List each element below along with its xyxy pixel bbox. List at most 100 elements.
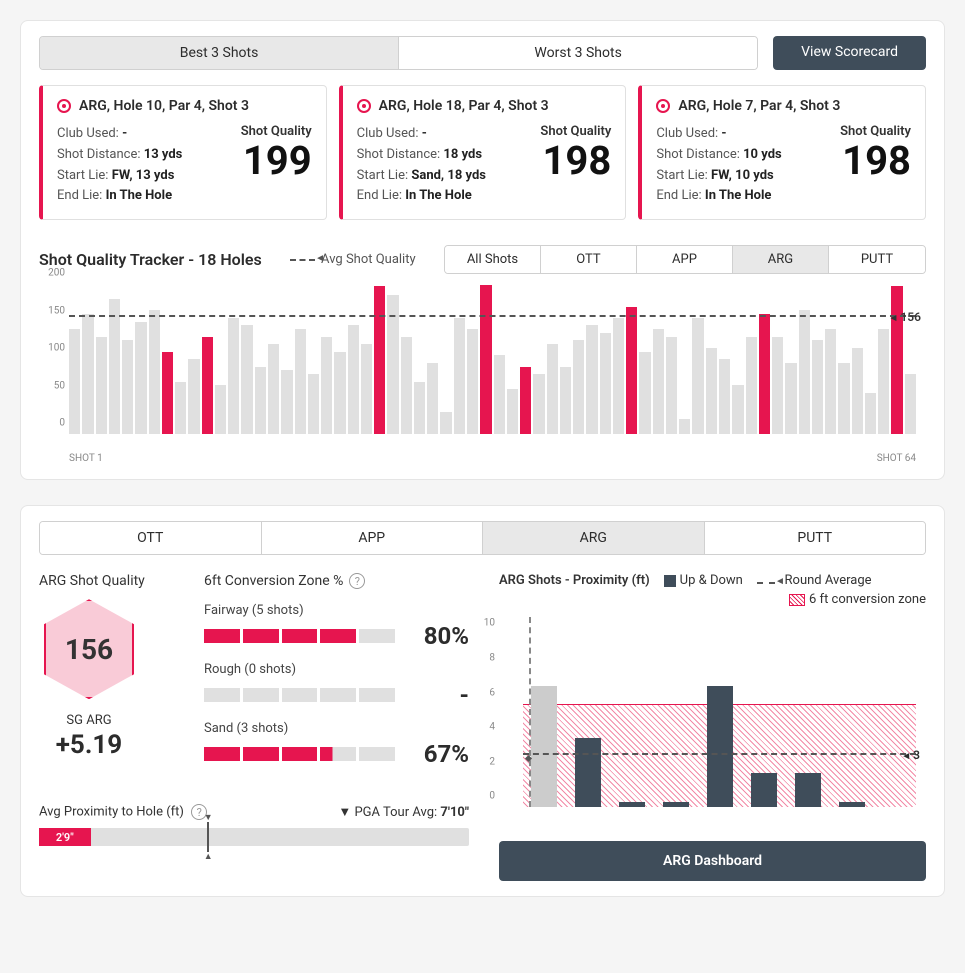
- filter-tab-app[interactable]: APP: [637, 246, 733, 273]
- chart-bar: [188, 359, 199, 434]
- conversion-column: 6ft Conversion Zone % ? Fairway (5 shots…: [204, 573, 469, 780]
- chart-bar: [507, 389, 518, 434]
- chart-bar: [414, 382, 425, 435]
- bottom-card: OTTAPPARGPUTT ARG Shot Quality 156 SG AR…: [20, 505, 945, 897]
- proxy-bars-area: 3: [523, 617, 916, 807]
- shot-title: ARG, Hole 18, Par 4, Shot 3: [379, 98, 549, 114]
- target-icon: [357, 99, 371, 113]
- shot-quality: Shot Quality 198: [840, 124, 911, 207]
- chart-bar: [401, 337, 412, 435]
- bottom-tabs: OTTAPPARGPUTT: [39, 521, 926, 555]
- proxy-bar: [839, 802, 865, 807]
- chart-bar: [427, 363, 438, 434]
- filter-tab-arg[interactable]: ARG: [733, 246, 829, 273]
- proxy-bar: [531, 686, 557, 807]
- bottom-tab-putt[interactable]: PUTT: [705, 522, 926, 554]
- conv-pct: 67%: [409, 740, 469, 768]
- conv-row: Rough (0 shots) -: [204, 662, 469, 709]
- conv-pct: -: [409, 681, 469, 709]
- view-scorecard-button[interactable]: View Scorecard: [773, 36, 926, 70]
- left-diamond-line: [529, 617, 531, 807]
- tour-marker-icon: [207, 822, 209, 852]
- chart-bar: [533, 374, 544, 434]
- bottom-tab-arg[interactable]: ARG: [483, 522, 705, 554]
- avg-line: 156: [69, 315, 916, 317]
- proximity-section: Avg Proximity to Hole (ft) ? ▼ PGA Tour …: [39, 804, 469, 846]
- hex-badge: 156 SG ARG +5.19: [39, 599, 139, 760]
- sg-value: +5.19: [39, 730, 139, 760]
- filter-tab-putt[interactable]: PUTT: [829, 246, 925, 273]
- target-icon: [57, 99, 71, 113]
- chart-bar: [759, 314, 770, 434]
- help-icon[interactable]: ?: [349, 573, 365, 589]
- proximity-bar: 2'9": [39, 828, 469, 846]
- proxy-avg-label: 3: [901, 748, 920, 762]
- chart-bar: [852, 348, 863, 434]
- chart-bar: [639, 352, 650, 435]
- conv-row: Fairway (5 shots) 80%: [204, 603, 469, 650]
- shot-card-2: ARG, Hole 7, Par 4, Shot 3 Club Used: - …: [638, 85, 926, 220]
- chart-bar: [746, 337, 757, 435]
- shot-quality: Shot Quality 198: [540, 124, 611, 207]
- chart-bar: [334, 352, 345, 435]
- chart-bar: [308, 374, 319, 434]
- chart-bar: [573, 340, 584, 434]
- chart-bar: [281, 370, 292, 434]
- chart-bar: [799, 310, 810, 434]
- shot-title: ARG, Hole 10, Par 4, Shot 3: [79, 98, 249, 114]
- shots-tab-0[interactable]: Best 3 Shots: [40, 37, 399, 69]
- x-axis-labels: SHOT 1 SHOT 64: [69, 453, 916, 464]
- chart-bar: [321, 337, 332, 435]
- shots-tab-1[interactable]: Worst 3 Shots: [399, 37, 757, 69]
- bottom-tab-ott[interactable]: OTT: [40, 522, 262, 554]
- chart-bar: [162, 352, 173, 435]
- conv-title: 6ft Conversion Zone % ?: [204, 573, 469, 589]
- segment-bar: [204, 747, 395, 761]
- chart-bar: [865, 393, 876, 434]
- shot-details: Club Used: - Shot Distance: 10 yds Start…: [656, 124, 781, 207]
- hex-value: 156: [65, 633, 113, 666]
- shot-card-0: ARG, Hole 10, Par 4, Shot 3 Club Used: -…: [39, 85, 327, 220]
- chart-bar: [348, 325, 359, 434]
- chart-bar: [825, 329, 836, 434]
- filter-tab-all-shots[interactable]: All Shots: [445, 246, 541, 273]
- chart-bar: [374, 286, 385, 435]
- right-header-2: 6 ft conversion zone: [499, 592, 926, 607]
- shot-quality: Shot Quality 199: [241, 124, 312, 207]
- shot-card-1: ARG, Hole 18, Par 4, Shot 3 Club Used: -…: [339, 85, 627, 220]
- segment-bar: [204, 688, 395, 702]
- proxy-bar: [663, 802, 689, 807]
- chart-bars: [69, 284, 916, 434]
- chart-bar: [202, 337, 213, 435]
- proxy-chart-title: ARG Shots - Proximity (ft): [499, 573, 650, 588]
- prox-title: Avg Proximity to Hole (ft) ?: [39, 804, 207, 820]
- tracker-header: Shot Quality Tracker - 18 Holes Avg Shot…: [39, 245, 926, 274]
- arg-quality-title: ARG Shot Quality: [39, 573, 184, 589]
- top-controls: Best 3 ShotsWorst 3 Shots View Scorecard: [39, 36, 926, 70]
- prox-fill: 2'9": [39, 828, 91, 846]
- left-column: ARG Shot Quality 156 SG ARG +5.19 6ft Co…: [39, 573, 469, 881]
- proximity-chart: 0246810 3: [499, 617, 926, 827]
- shot-cards: ARG, Hole 10, Par 4, Shot 3 Club Used: -…: [39, 85, 926, 220]
- tour-avg: ▼ PGA Tour Avg: 7'10": [338, 804, 469, 820]
- square-icon: [664, 575, 676, 587]
- chart-bar: [653, 329, 664, 434]
- chart-bar: [547, 344, 558, 434]
- conv-row: Sand (3 shots) 67%: [204, 721, 469, 768]
- shot-title: ARG, Hole 7, Par 4, Shot 3: [678, 98, 840, 114]
- avg-legend-label: Avg Shot Quality: [321, 252, 416, 267]
- filter-tab-ott[interactable]: OTT: [541, 246, 637, 273]
- bottom-tab-app[interactable]: APP: [262, 522, 484, 554]
- chart-bar: [228, 318, 239, 434]
- chart-bar: [122, 340, 133, 434]
- chart-bar: [467, 329, 478, 434]
- chart-bar: [586, 325, 597, 434]
- chart-bar: [96, 337, 107, 435]
- legend-round-avg: Round Average: [757, 573, 872, 588]
- proxy-bar: [751, 773, 777, 808]
- arg-dashboard-button[interactable]: ARG Dashboard: [499, 841, 926, 881]
- best-worst-tabs: Best 3 ShotsWorst 3 Shots: [39, 36, 758, 70]
- chart-bar: [878, 329, 889, 434]
- chart-bar: [454, 318, 465, 434]
- chart-bar: [692, 318, 703, 434]
